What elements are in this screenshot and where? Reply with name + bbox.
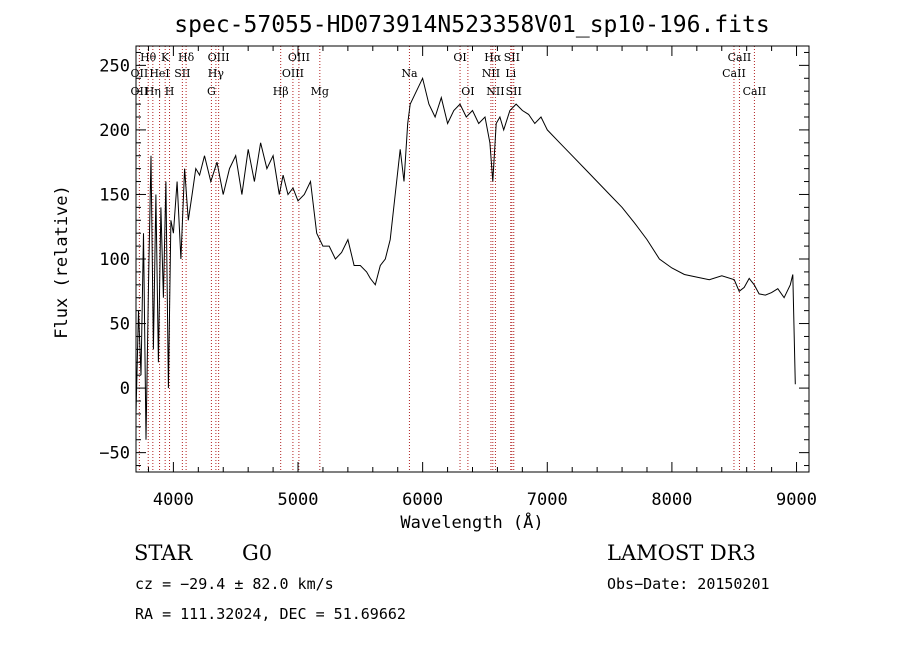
spectral-line-label: Hθ <box>140 51 157 64</box>
spectral-line-label: SII <box>174 67 190 80</box>
y-axis-label: Flux (relative) <box>52 185 72 339</box>
spectral-line-label: Hγ <box>208 67 225 80</box>
spectral-line-label: Li <box>505 67 516 80</box>
spectral-line-label: NII <box>482 67 500 80</box>
line-labels: Hθ OII OII K HeI Hη H SII Hδ OIII Hγ G Hβ OIII OIII Mg N… <box>131 51 767 98</box>
survey-name: LAMOST DR3 <box>607 541 756 565</box>
spectral-line-label: OIII <box>282 67 304 80</box>
x-tick-label: 8000 <box>651 490 692 510</box>
y-tick-label: 50 <box>110 315 130 335</box>
spectral-line-label: OIII <box>208 51 230 64</box>
obs-date-text: Obs−Date: 20150201 <box>607 575 770 593</box>
spectral-line-label: Mg <box>311 85 329 98</box>
spectral-line-label: NII <box>486 85 504 98</box>
x-tick-label: 9000 <box>776 490 817 510</box>
x-tick-label: 5000 <box>278 490 319 510</box>
spectral-line-label: Hη <box>145 85 161 98</box>
x-tick-label: 6000 <box>402 490 443 510</box>
coords-text: RA = 111.32024, DEC = 51.69662 <box>135 605 406 623</box>
spectral-line-label: Na <box>401 67 418 80</box>
spectral-line-label: HeI <box>149 67 169 80</box>
spectral-line-label: OII <box>131 85 149 98</box>
spectral-line-label: OI <box>461 85 474 98</box>
chart-title: spec-57055-HD073914N523358V01_sp10-196.f… <box>174 12 769 38</box>
spectral-line-label: K <box>161 51 170 64</box>
redshift-text: cz = −29.4 ± 82.0 km/s <box>135 575 334 593</box>
y-tick-label: 250 <box>99 56 130 76</box>
spectral-line-label: G <box>207 85 216 98</box>
spectral-line-label: OIII <box>288 51 310 64</box>
spectral-line-label: Hδ <box>178 51 195 64</box>
y-tick-label: −50 <box>99 444 130 464</box>
spectral-line-label: SII <box>504 51 520 64</box>
spectral-line-label: CaII <box>728 51 752 64</box>
y-tick-label: 150 <box>99 185 130 205</box>
y-tick-label: 200 <box>99 121 130 141</box>
object-subclass: G0 <box>242 541 272 565</box>
object-class: STAR <box>134 541 193 565</box>
x-axis-label: Wavelength (Å) <box>400 511 543 533</box>
spectral-line-label: H <box>165 85 175 98</box>
spectral-line-label: OII <box>131 67 149 80</box>
spectral-lines-layer <box>138 46 755 472</box>
x-tick-label: 7000 <box>527 490 568 510</box>
spectral-line-label: OI <box>453 51 466 64</box>
axis-ticks: 4000 5000 6000 7000 8000 9000 −50 0 50 100 150 200 2… <box>99 46 817 510</box>
spectrum-line <box>135 76 796 440</box>
spectral-line-label: CaII <box>722 67 746 80</box>
spectral-line-label: CaII <box>743 85 767 98</box>
spectral-line-label: Hα <box>484 51 502 64</box>
spectral-line-label: SII <box>506 85 522 98</box>
y-tick-label: 0 <box>120 379 130 399</box>
spectral-line-label: Hβ <box>273 85 289 98</box>
x-tick-label: 4000 <box>153 490 194 510</box>
y-tick-label: 100 <box>99 250 130 270</box>
